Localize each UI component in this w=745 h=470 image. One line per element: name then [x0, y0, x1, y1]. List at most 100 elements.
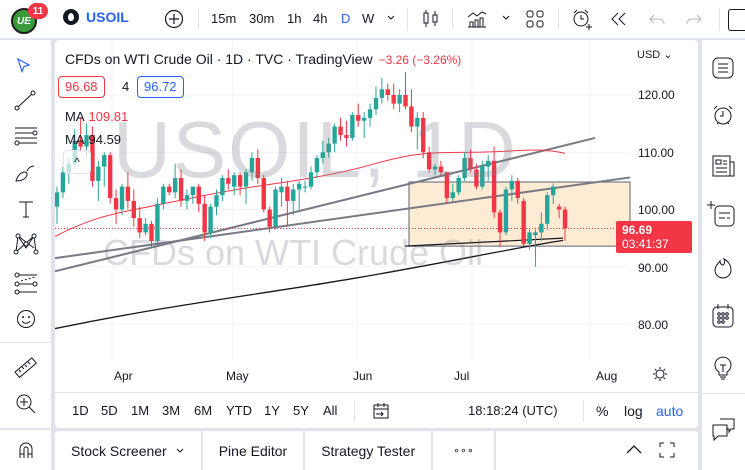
watchlist-icon[interactable]: [711, 56, 735, 80]
range-5y[interactable]: 5Y: [293, 403, 309, 418]
range-1m[interactable]: 1M: [131, 403, 150, 418]
interval-d[interactable]: D: [341, 11, 351, 26]
tab-strategy-tester[interactable]: Strategy Tester: [305, 431, 434, 470]
collapse-legend-button[interactable]: ^: [63, 150, 91, 174]
calendar-icon[interactable]: [711, 303, 735, 329]
candle: [356, 103, 361, 127]
tab-stock-screener[interactable]: Stock Screener: [55, 431, 203, 470]
utc-clock[interactable]: 18:18:24 (UTC): [468, 403, 558, 418]
candle: [385, 83, 390, 101]
pattern-icon[interactable]: [12, 232, 40, 256]
ruler-icon[interactable]: [13, 355, 39, 381]
chevron-up-icon[interactable]: [625, 443, 643, 455]
percent-toggle[interactable]: %: [596, 403, 609, 419]
text-icon[interactable]: [16, 198, 36, 220]
horizontal-lines-icon[interactable]: [13, 125, 39, 147]
candle: [279, 178, 284, 207]
interval-30m[interactable]: 30m: [249, 11, 275, 26]
legend-title: CFDs on WTI Crude Oil · 1D · TVC · Tradi…: [65, 51, 373, 67]
trend-line-icon[interactable]: [13, 90, 37, 112]
candle: [391, 83, 396, 110]
sell-price-button[interactable]: 96.68: [58, 76, 105, 98]
candle: [149, 220, 154, 247]
ma-slow-legend[interactable]: MA 94.59: [65, 132, 121, 147]
candle: [214, 189, 219, 216]
candle: [167, 183, 172, 196]
price-tick: 110.00: [638, 146, 674, 160]
interval-1h[interactable]: 1h: [287, 11, 302, 26]
add-symbol-icon[interactable]: [164, 9, 184, 29]
separator: [198, 8, 199, 30]
undo-icon[interactable]: [648, 11, 666, 27]
go-to-date-icon[interactable]: [372, 402, 390, 420]
candle: [509, 175, 515, 201]
candles-icon[interactable]: [421, 8, 441, 30]
top-toolbar: UE 11 USOIL 15m 30m 1h 4h D W: [0, 0, 745, 38]
chart-panel[interactable]: USOIL, 1D CFDs on WTI Crude Oil CFDs on …: [55, 40, 698, 428]
interval-4h[interactable]: 4h: [313, 11, 328, 26]
maximize-icon[interactable]: [658, 441, 676, 459]
candle: [350, 112, 355, 141]
range-all[interactable]: All: [323, 403, 338, 418]
range-1y[interactable]: 1Y: [264, 403, 280, 418]
price-chart[interactable]: [55, 40, 698, 360]
chevron-down-icon[interactable]: [501, 14, 511, 22]
range-6m[interactable]: 6M: [194, 403, 213, 418]
drawing-toolbar: [0, 40, 51, 428]
range-1d[interactable]: 1D: [72, 403, 89, 418]
replay-icon[interactable]: [610, 11, 628, 27]
oil-drop-icon: [63, 9, 79, 25]
tab-label: Strategy Tester: [321, 442, 416, 459]
magnet-icon[interactable]: [16, 440, 36, 462]
zoom-in-icon[interactable]: [14, 392, 38, 416]
candle: [550, 183, 556, 204]
candle: [184, 189, 190, 210]
candle: [137, 206, 142, 239]
chats-icon[interactable]: [710, 415, 738, 443]
interval-15m[interactable]: 15m: [211, 11, 237, 26]
layout-window-icon[interactable]: [728, 9, 745, 31]
more-tabs-button[interactable]: ∘∘∘: [433, 431, 496, 470]
candle: [421, 112, 426, 158]
auto-toggle[interactable]: auto: [656, 403, 684, 419]
candle: [232, 172, 237, 196]
alert-icon[interactable]: [570, 7, 594, 31]
candle: [143, 218, 148, 236]
settings-sun-icon[interactable]: [652, 366, 668, 382]
brush-icon[interactable]: [13, 162, 39, 184]
widget-toolbar: [702, 40, 745, 470]
chevron-down-icon[interactable]: [386, 14, 396, 22]
range-5d[interactable]: 5D: [101, 403, 118, 418]
candle: [497, 209, 503, 247]
alarm-clock-icon[interactable]: [711, 103, 735, 127]
ideas-stream-icon[interactable]: [706, 200, 736, 228]
range-3m[interactable]: 3M: [162, 403, 181, 418]
candle: [243, 169, 249, 204]
indicators-icon[interactable]: [466, 8, 488, 30]
buy-price-button[interactable]: 96.72: [137, 76, 184, 98]
tab-pine-editor[interactable]: Pine Editor: [203, 431, 306, 470]
separator: [0, 342, 51, 343]
emoji-icon[interactable]: [15, 308, 37, 330]
candle: [196, 183, 201, 213]
redo-icon[interactable]: [685, 11, 703, 27]
log-toggle[interactable]: log: [624, 403, 643, 419]
hotlist-fire-icon[interactable]: [712, 256, 734, 280]
candle: [237, 172, 243, 196]
time-axis[interactable]: Apr May Jun Jul Aug: [55, 360, 698, 388]
range-ytd[interactable]: YTD: [226, 403, 252, 418]
interval-w[interactable]: W: [362, 11, 375, 26]
prediction-icon[interactable]: [13, 272, 39, 296]
currency-selector[interactable]: USD ⌄: [637, 49, 673, 61]
candle: [344, 120, 349, 147]
candle: [113, 189, 119, 224]
layouts-icon[interactable]: [525, 9, 545, 29]
candle: [562, 206, 568, 241]
symbol-search[interactable]: USOIL: [63, 9, 129, 25]
lightbulb-icon[interactable]: [712, 353, 734, 381]
candle: [291, 183, 296, 216]
news-icon[interactable]: [711, 154, 737, 178]
cursor-icon[interactable]: [14, 56, 34, 76]
last-price: 96.69: [622, 223, 653, 237]
ma-fast-legend[interactable]: MA 109.81: [65, 109, 128, 124]
